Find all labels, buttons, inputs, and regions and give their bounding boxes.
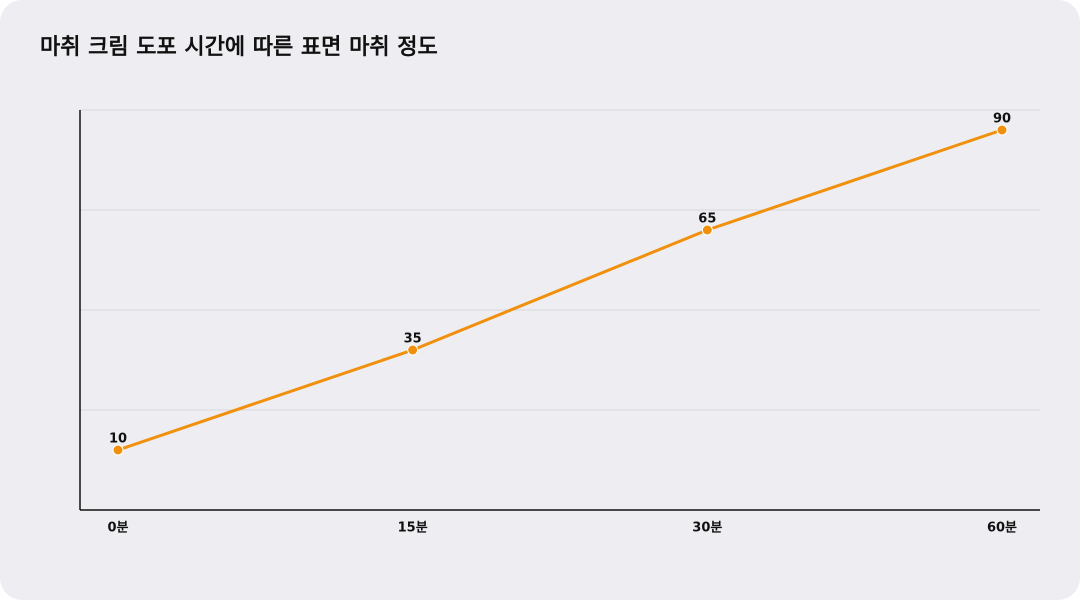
- data-label: 90: [993, 112, 1011, 127]
- chart-title: 마취 크림 도포 시간에 따른 표면 마취 정도: [40, 35, 438, 60]
- point: [407, 344, 419, 356]
- point: [996, 124, 1008, 136]
- x-tick-label: 0분: [107, 521, 128, 536]
- data-label: 65: [698, 212, 716, 227]
- x-tick-label: 30분: [692, 521, 722, 536]
- data-label: 10: [109, 432, 127, 447]
- x-tick-label: 15분: [398, 521, 428, 536]
- line: [117, 128, 1003, 452]
- point: [112, 444, 124, 456]
- data-label: 35: [404, 332, 422, 347]
- point: [701, 224, 713, 236]
- x-tick-label: 60분: [987, 521, 1017, 536]
